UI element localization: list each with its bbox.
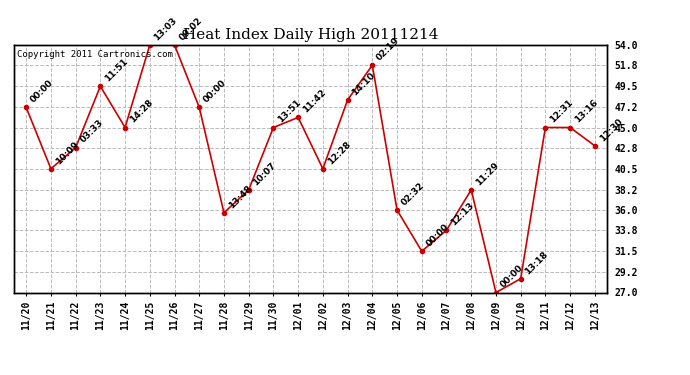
- Text: Copyright 2011 Cartronics.com: Copyright 2011 Cartronics.com: [17, 50, 172, 59]
- Text: 00:00: 00:00: [424, 222, 451, 249]
- Text: 12:13: 12:13: [449, 201, 476, 227]
- Text: 13:18: 13:18: [524, 249, 550, 276]
- Text: 12:30: 12:30: [598, 117, 624, 143]
- Text: 13:16: 13:16: [573, 98, 600, 125]
- Text: 00:00: 00:00: [499, 264, 525, 290]
- Text: 00:00: 00:00: [202, 78, 228, 105]
- Text: 10:09: 10:09: [54, 140, 80, 166]
- Text: 03:33: 03:33: [79, 118, 105, 145]
- Text: 02:32: 02:32: [400, 181, 426, 207]
- Text: 14:10: 14:10: [351, 70, 377, 97]
- Title: Heat Index Daily High 20111214: Heat Index Daily High 20111214: [183, 28, 438, 42]
- Text: 12:28: 12:28: [326, 140, 353, 166]
- Text: 12:31: 12:31: [548, 98, 575, 125]
- Text: 13:51: 13:51: [276, 98, 303, 125]
- Text: 11:42: 11:42: [301, 88, 328, 115]
- Text: 11:51: 11:51: [103, 57, 130, 84]
- Text: 09:02: 09:02: [177, 16, 204, 42]
- Text: 13:03: 13:03: [152, 16, 179, 42]
- Text: 13:48: 13:48: [227, 183, 253, 210]
- Text: 10:07: 10:07: [251, 160, 278, 187]
- Text: 00:00: 00:00: [29, 78, 55, 105]
- Text: 11:29: 11:29: [474, 160, 501, 187]
- Text: 14:28: 14:28: [128, 98, 155, 125]
- Text: 02:19: 02:19: [375, 36, 402, 62]
